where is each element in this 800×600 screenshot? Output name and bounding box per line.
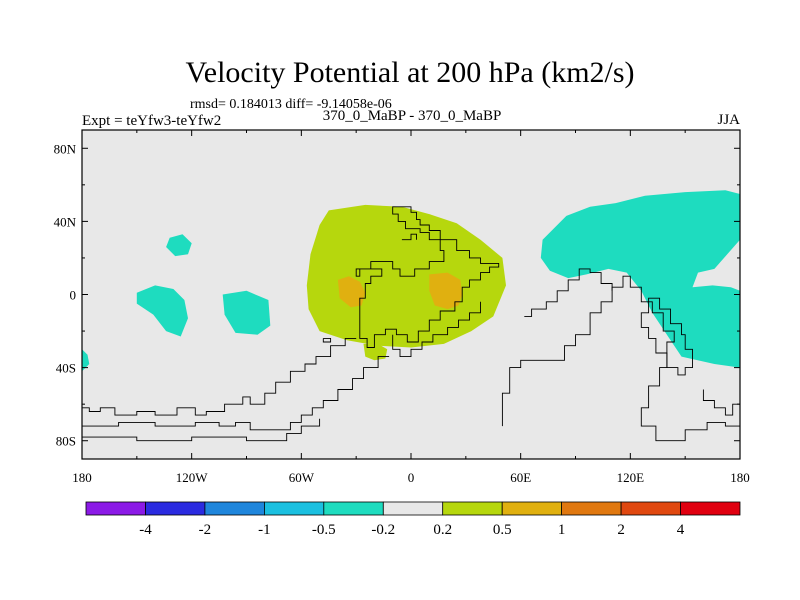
x-tick-label: 120E <box>617 470 645 485</box>
coastline-east-southern-coast <box>501 275 740 442</box>
colorbar-label: 2 <box>617 522 625 538</box>
chart-title: Velocity Potential at 200 hPa (km2/s) <box>185 56 634 89</box>
colorbar-swatch <box>382 501 444 516</box>
y-tick-label: 0 <box>70 288 77 303</box>
colorbar-label: 1 <box>558 522 566 538</box>
colorbar: -4 -2 -1 -0.5 -0.2 0.2 0.5 1 2 4 <box>85 501 741 538</box>
y-tick-label: 80S <box>56 434 76 449</box>
contour-region-positive-core-west <box>337 276 366 308</box>
coastline-southern-coast-bottom <box>82 418 321 442</box>
coastline-african-south-coast <box>392 301 481 358</box>
contour-region-nw-pacific-small-blob <box>166 234 192 257</box>
x-tick-label: 0 <box>408 470 415 485</box>
colorbar-swatch <box>323 501 384 516</box>
colorbar-swatch <box>561 501 622 516</box>
x-tick-label: 60E <box>510 470 531 485</box>
colorbar-swatch <box>620 501 681 516</box>
colorbar-swatch <box>145 501 206 516</box>
x-tick-label: 60W <box>289 470 315 485</box>
x-tick-label: 180 <box>72 470 92 485</box>
colorbar-label: -4 <box>139 522 152 538</box>
colorbar-label: -2 <box>199 522 212 538</box>
colorbar-swatch <box>263 501 325 516</box>
colorbar-label: 0.5 <box>493 522 512 538</box>
coastline-se-asia-coast <box>524 268 613 317</box>
contour-region-left-edge-blob <box>82 349 90 372</box>
colorbar-label: 4 <box>677 522 685 538</box>
colorbar-label: -0.2 <box>371 522 395 538</box>
coastline-high-lat-coast <box>401 233 417 241</box>
contour-region-pacific-west-blob <box>136 285 188 337</box>
colorbar-swatch <box>680 501 741 516</box>
contour-region-eurasia-west-pacific-band <box>540 190 740 368</box>
colorbar-swatch <box>442 501 503 516</box>
colorbar-label: -0.5 <box>312 522 336 538</box>
axis-ticks: 180 120W 60W 0 60E 120E 180 80N 40N 0 40S 80S <box>54 130 750 485</box>
coastline-northern-landmass <box>355 206 500 348</box>
contour-region-positive-core-east <box>429 272 463 310</box>
season-label: JJA <box>717 112 740 128</box>
experiment-label: Expt = teYfw3-teYfw2 <box>82 113 221 129</box>
coastline-southern-coast-inner <box>82 356 390 431</box>
colorbar-label: 0.2 <box>433 522 452 538</box>
colorbar-label: -1 <box>258 522 271 538</box>
x-tick-label: 120W <box>176 470 209 485</box>
y-tick-label: 40N <box>54 214 77 229</box>
x-tick-label: 180 <box>730 470 750 485</box>
colorbar-swatch <box>204 501 265 516</box>
coastline-australia-coast <box>640 297 693 376</box>
period-label: 370_0_MaBP - 370_0_MaBP <box>323 108 502 124</box>
coastline-far-east-islands <box>702 389 740 416</box>
y-tick-label: 40S <box>56 361 76 376</box>
coastline-southern-coast-west <box>82 337 357 416</box>
colorbar-swatch <box>501 501 563 516</box>
contour-region-south-pacific-blob <box>222 290 271 335</box>
coastline-layer <box>82 206 740 442</box>
y-tick-label: 80N <box>54 141 77 156</box>
colorbar-swatch <box>85 501 146 516</box>
coastline-pacific-islands <box>322 337 332 343</box>
stats-label: rmsd= 0.184013 diff= -9.14058e-06 <box>190 97 392 112</box>
